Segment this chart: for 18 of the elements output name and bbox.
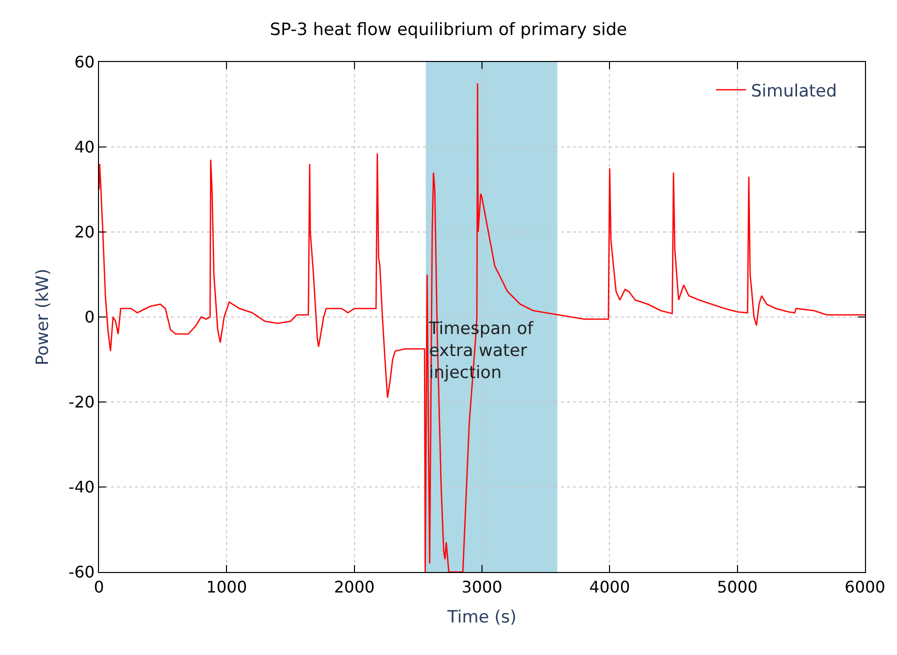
y-tick-label: -40 bbox=[68, 478, 95, 497]
x-tick-label: 3000 bbox=[462, 577, 502, 596]
x-tick-label: 5000 bbox=[716, 577, 758, 596]
x-axis-title: Time (s) bbox=[446, 608, 517, 628]
x-tick-label: 6000 bbox=[844, 577, 886, 596]
y-axis-title: Power (kW) bbox=[33, 268, 54, 366]
x-tick-label: 1000 bbox=[206, 577, 248, 596]
chart-title: SP-3 heat flow equilibrium of primary side bbox=[270, 20, 628, 40]
x-tick-label: 2000 bbox=[334, 577, 375, 596]
y-tick-label: 40 bbox=[74, 138, 95, 157]
line-series bbox=[99, 82, 865, 572]
legend-label: Simulated bbox=[751, 81, 837, 102]
y-tick-label: -60 bbox=[68, 562, 95, 582]
y-tick-label: -20 bbox=[68, 392, 95, 412]
x-tick-label: 4000 bbox=[589, 577, 630, 596]
y-tick-label: 0 bbox=[84, 308, 95, 327]
y-tick-label: 20 bbox=[74, 222, 95, 242]
y-tick-label: 60 bbox=[74, 52, 95, 72]
